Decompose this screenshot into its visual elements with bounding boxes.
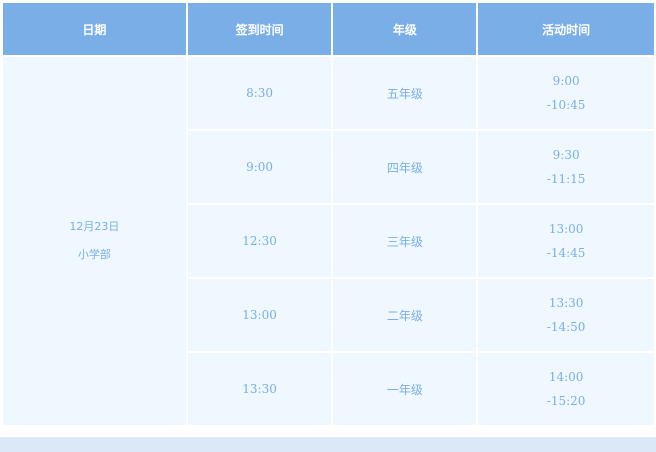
end-time: -11:15 (546, 172, 586, 186)
date-text: 12月23日 (69, 220, 120, 233)
end-time: -10:45 (546, 98, 586, 112)
division-text: 小学部 (77, 248, 111, 261)
start-time: 14:00 (548, 370, 584, 384)
start-time: 13:00 (548, 222, 584, 236)
header-checkin: 签到时间 (185, 1, 334, 57)
checkin-cell: 13:00 (185, 277, 334, 353)
checkin-cell: 9:00 (185, 129, 334, 205)
start-time: 13:30 (548, 296, 584, 310)
header-row: 日期 签到时间 年级 活动时间 (1, 1, 656, 57)
checkin-cell: 12:30 (185, 203, 334, 279)
grade-cell: 二年级 (331, 277, 479, 353)
grade-cell: 五年级 (331, 55, 479, 131)
start-time: 9:00 (552, 74, 580, 88)
start-time: 9:30 (552, 148, 580, 162)
table-row: 13:00 二年级 13:30 -14:50 (2, 277, 656, 353)
activity-time-cell: 9:30 -11:15 (476, 129, 656, 205)
schedule-table: 日期 签到时间 年级 活动时间 12月23日 小学部 8:30 五年级 9:00 -10:… (1, 1, 656, 427)
grade-cell: 四年级 (331, 129, 479, 205)
end-time: -14:50 (546, 320, 586, 334)
table-row: 12:30 三年级 13:00 -14:45 (2, 203, 656, 279)
grade-cell: 三年级 (331, 203, 479, 279)
checkin-cell: 13:30 (185, 351, 334, 427)
end-time: -15:20 (546, 394, 586, 408)
date-cell: 12月23日 小学部 (1, 55, 188, 427)
grade-cell: 一年级 (331, 351, 479, 427)
table-row: 13:30 一年级 14:00 -15:20 (2, 351, 656, 427)
end-time: -14:45 (546, 246, 586, 260)
checkin-cell: 8:30 (185, 55, 334, 131)
activity-time-cell: 13:00 -14:45 (476, 203, 656, 279)
header-date: 日期 (1, 1, 188, 57)
header-grade: 年级 (331, 1, 479, 57)
bottom-bar (0, 437, 656, 452)
header-activity-time: 活动时间 (476, 1, 656, 57)
table-row: 12月23日 小学部 8:30 五年级 9:00 -10:45 (1, 55, 656, 427)
activity-time-cell: 9:00 -10:45 (476, 55, 656, 131)
table-row: 9:00 四年级 9:30 -11:15 (2, 129, 656, 205)
activity-time-cell: 13:30 -14:50 (476, 277, 656, 353)
activity-time-cell: 14:00 -15:20 (476, 351, 656, 427)
